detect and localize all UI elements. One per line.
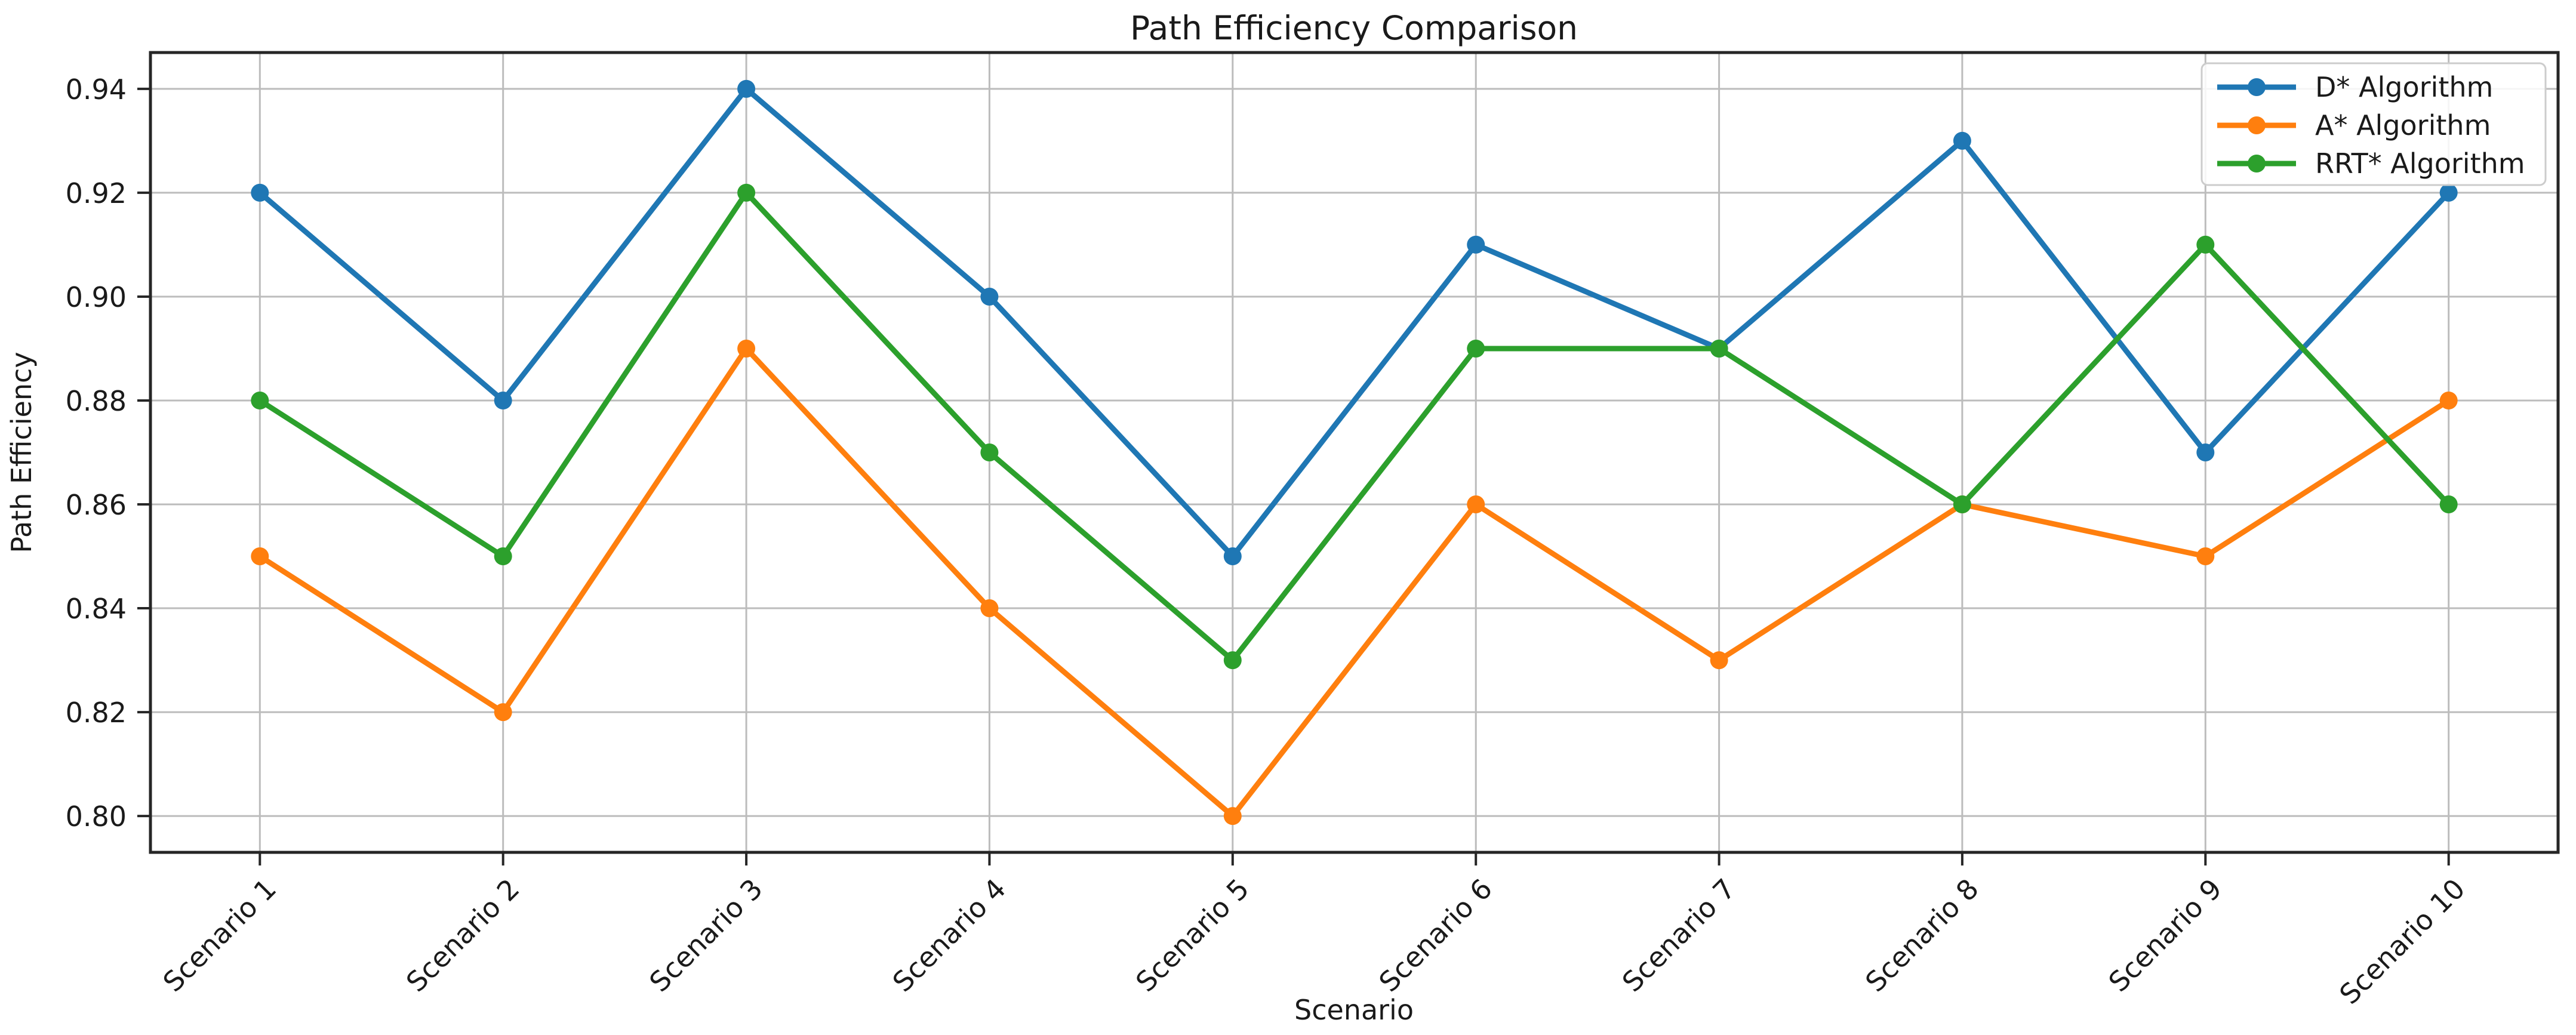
x-tick-label: Scenario 2 (400, 873, 526, 999)
x-axis-label: Scenario (1294, 994, 1414, 1026)
x-tick-label: Scenario 8 (1859, 873, 1985, 999)
data-point (494, 392, 512, 409)
x-tick-label: Scenario 7 (1616, 873, 1742, 999)
legend-label: A* Algorithm (2315, 109, 2491, 141)
y-tick-label: 0.88 (66, 385, 127, 417)
x-tick-label: Scenario 5 (1129, 873, 1255, 999)
y-axis-label: Path Efficiency (5, 352, 38, 553)
data-point (737, 79, 756, 98)
data-point (494, 547, 512, 565)
y-tick-label: 0.84 (66, 593, 127, 625)
data-point (1710, 651, 1728, 670)
data-point (2196, 547, 2215, 565)
legend-marker (2248, 116, 2266, 134)
data-point (1953, 495, 1971, 513)
y-tick-label: 0.90 (66, 281, 127, 313)
data-point (737, 183, 756, 202)
y-tick-label: 0.82 (66, 697, 127, 729)
x-tick-label: Scenario 3 (643, 873, 769, 999)
x-tick-label: Scenario 10 (2333, 873, 2471, 1011)
legend-item: D* Algorithm (2217, 71, 2493, 103)
legend-box (2200, 62, 2547, 186)
legend-marker (2248, 155, 2266, 172)
data-point (1223, 807, 1242, 825)
x-tick-label: Scenario 4 (887, 873, 1012, 999)
y-tick-label: 0.94 (66, 73, 127, 106)
data-point (2439, 183, 2458, 202)
data-point (1467, 235, 1485, 254)
legend-item: A* Algorithm (2217, 109, 2491, 141)
data-point (494, 703, 512, 722)
data-point (251, 547, 269, 565)
legend: D* Algorithm A* Algorithm RRT* Algorithm (2200, 62, 2547, 186)
y-tick-label: 0.86 (66, 489, 127, 521)
data-point (251, 392, 269, 409)
y-tick-label: 0.80 (66, 800, 127, 833)
x-tick-label: Scenario 6 (1372, 873, 1498, 999)
data-point (1467, 495, 1485, 513)
data-point (980, 443, 999, 461)
plot-area: 0.80 0.82 0.84 0.86 0.88 0.90 0.92 0.94 Scenario… (66, 51, 2560, 1011)
data-point (737, 340, 756, 358)
data-point (1223, 547, 1242, 565)
y-tick-label: 0.92 (66, 177, 127, 210)
legend-label: D* Algorithm (2315, 71, 2493, 103)
data-point (980, 288, 999, 306)
data-point (1223, 651, 1242, 670)
data-point (1953, 131, 1971, 150)
data-point (251, 183, 269, 202)
data-point (1710, 340, 1728, 358)
legend-item: RRT* Algorithm (2217, 147, 2525, 180)
series-line-2 (257, 190, 2452, 663)
x-tick-label: Scenario 1 (156, 873, 282, 999)
data-point (1467, 340, 1485, 358)
series-line-0 (257, 86, 2452, 559)
data-point (2196, 235, 2215, 254)
data-point (980, 599, 999, 617)
series-line-1 (257, 346, 2452, 819)
legend-marker (2248, 78, 2266, 96)
x-tick-label: Scenario 9 (2102, 873, 2228, 999)
data-point (2439, 392, 2458, 409)
legend-label: RRT* Algorithm (2315, 147, 2525, 180)
data-point (2196, 443, 2215, 461)
chart-title: Path Efficiency Comparison (1130, 9, 1578, 47)
plot-border (149, 51, 2560, 854)
data-point (2439, 495, 2458, 513)
